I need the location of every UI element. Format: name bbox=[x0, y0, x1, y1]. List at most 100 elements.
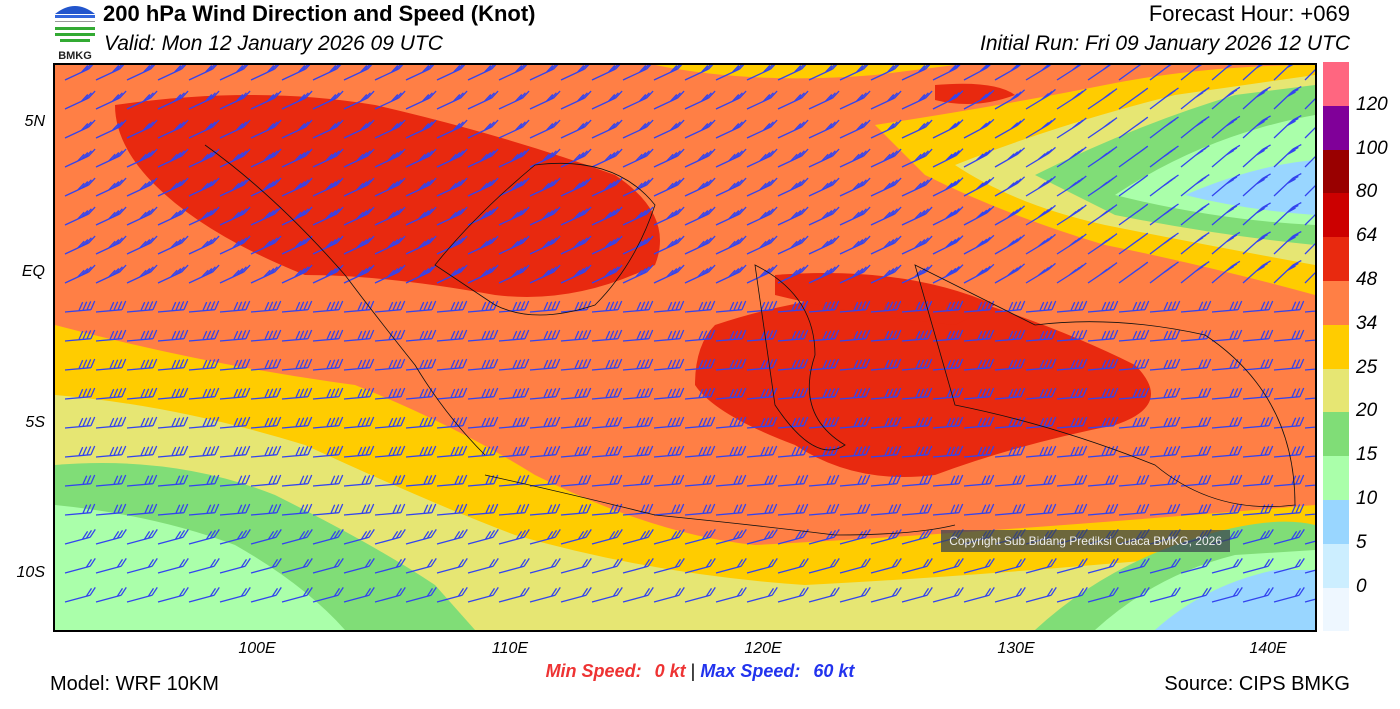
wind-barb bbox=[901, 119, 933, 139]
wind-barb bbox=[1273, 503, 1305, 516]
wind-barb bbox=[250, 503, 282, 516]
wind-barb bbox=[219, 503, 251, 516]
wind-barb bbox=[963, 300, 995, 313]
wind-barb bbox=[219, 358, 251, 371]
wind-barb bbox=[126, 558, 158, 574]
wind-barb bbox=[1304, 156, 1315, 168]
wind-barb bbox=[870, 119, 902, 139]
wind-barb bbox=[219, 90, 251, 110]
wind-barb bbox=[436, 474, 468, 487]
wind-barb bbox=[653, 587, 685, 603]
wind-barb bbox=[622, 329, 654, 342]
wind-barb bbox=[1087, 474, 1119, 487]
wind-barb bbox=[126, 65, 156, 81]
wind-barb bbox=[219, 474, 251, 487]
wind-barb bbox=[1149, 65, 1172, 81]
wind-barb bbox=[1118, 329, 1150, 342]
wind-barb bbox=[467, 474, 499, 487]
wind-barb bbox=[560, 119, 592, 139]
wind-barb bbox=[684, 474, 716, 487]
wind-barb bbox=[932, 235, 964, 255]
wind-barb bbox=[529, 206, 561, 226]
wind-barb bbox=[1242, 387, 1274, 400]
wind-barb bbox=[715, 358, 747, 371]
wind-barb bbox=[1304, 185, 1315, 197]
wind-barb bbox=[1273, 416, 1305, 429]
lat-label-5n: 5N bbox=[24, 113, 45, 130]
wind-barb bbox=[188, 119, 220, 139]
wind-barb bbox=[560, 503, 592, 516]
wind-barb bbox=[219, 587, 251, 603]
wind-barb bbox=[591, 416, 623, 429]
wind-barb bbox=[560, 206, 592, 226]
wind-barb bbox=[1118, 358, 1150, 371]
wind-barb bbox=[1025, 233, 1056, 255]
wind-barb bbox=[1149, 87, 1179, 110]
wind-barb bbox=[250, 416, 282, 429]
wind-barb bbox=[343, 529, 375, 545]
wind-barb bbox=[312, 474, 344, 487]
model-label: Model: WRF 10KM bbox=[50, 673, 219, 695]
wind-barb bbox=[963, 329, 995, 342]
colorbar-label: 15 bbox=[1356, 444, 1378, 466]
wind-barb bbox=[684, 119, 716, 139]
wind-barb bbox=[436, 206, 468, 226]
wind-barb bbox=[1056, 558, 1088, 574]
wind-barb bbox=[1273, 144, 1302, 168]
wind-barb bbox=[343, 235, 375, 255]
wind-barb bbox=[870, 358, 902, 371]
wind-barb bbox=[839, 206, 871, 226]
wind-barb bbox=[250, 235, 282, 255]
wind-barb bbox=[1118, 261, 1149, 284]
wind-barb bbox=[95, 474, 127, 487]
wind-barb bbox=[1180, 174, 1210, 197]
wind-barb bbox=[839, 300, 871, 313]
wind-barb bbox=[1242, 587, 1274, 603]
wind-barb bbox=[1211, 65, 1233, 81]
wind-barb bbox=[374, 445, 406, 458]
wind-barb bbox=[157, 329, 189, 342]
wind-barb bbox=[1149, 416, 1181, 429]
wind-barb bbox=[901, 177, 933, 197]
wind-barb bbox=[1242, 173, 1271, 197]
wind-barb bbox=[126, 329, 158, 342]
wind-barb bbox=[994, 416, 1026, 429]
wind-barb bbox=[64, 177, 96, 197]
wind-barb bbox=[653, 148, 685, 168]
wind-barb bbox=[498, 206, 530, 226]
wind-barb bbox=[1211, 231, 1241, 255]
wind-barb bbox=[715, 474, 747, 487]
wind-barb bbox=[1304, 98, 1315, 110]
wind-barb bbox=[963, 89, 995, 110]
lon-label-120e: 120E bbox=[744, 640, 782, 657]
wind-barb bbox=[1211, 260, 1241, 284]
wind-barb bbox=[436, 358, 468, 371]
wind-barb bbox=[994, 205, 1026, 226]
wind-barb bbox=[932, 358, 964, 371]
wind-barb bbox=[560, 264, 592, 284]
wind-barb bbox=[1056, 416, 1088, 429]
wind-barb bbox=[374, 587, 406, 603]
wind-barb bbox=[808, 387, 840, 400]
wind-barb bbox=[591, 474, 623, 487]
wind-barb bbox=[901, 206, 933, 226]
wind-barb bbox=[622, 119, 654, 139]
wind-barb bbox=[95, 264, 127, 284]
wind-barb bbox=[64, 358, 96, 371]
wind-barb bbox=[374, 329, 406, 342]
wind-barb bbox=[777, 329, 809, 342]
wind-barb bbox=[622, 65, 652, 81]
wind-barb bbox=[188, 235, 220, 255]
wind-barb bbox=[188, 503, 220, 516]
wind-barb bbox=[95, 300, 127, 313]
wind-barb bbox=[1025, 117, 1056, 139]
wind-barb bbox=[498, 65, 528, 81]
wind-barb bbox=[405, 206, 437, 226]
wind-barb bbox=[1149, 474, 1181, 487]
wind-barb bbox=[281, 416, 313, 429]
wind-barb bbox=[777, 416, 809, 429]
wind-barb bbox=[374, 503, 406, 516]
wind-barb bbox=[715, 148, 747, 168]
wind-barb bbox=[250, 148, 282, 168]
wind-barb bbox=[1118, 87, 1149, 110]
